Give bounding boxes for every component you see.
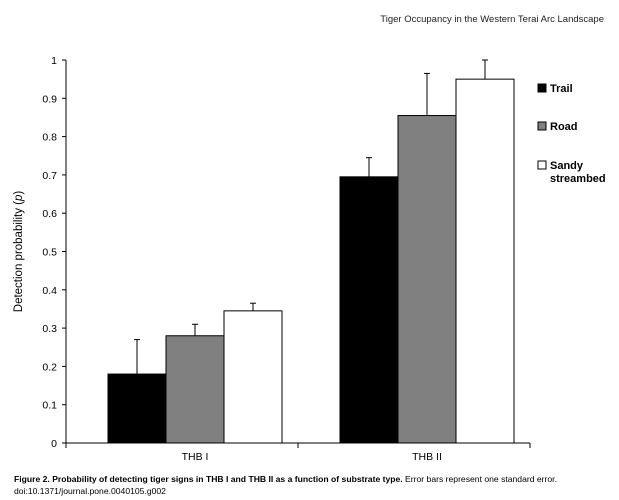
bar-road <box>165 335 225 444</box>
caption-text: Error bars represent one standard error. <box>402 474 557 484</box>
legend-label: Trail <box>550 83 573 95</box>
caption-title: Figure 2. Probability of detecting tiger… <box>14 474 403 484</box>
bar-chart: 0 0.1 0.2 0.3 0.4 0.5 0.6 0.7 0.8 0.9 1 Detection p… <box>13 55 606 463</box>
bar-trail <box>339 176 399 444</box>
bar-trail <box>107 373 167 444</box>
bar-road <box>397 115 457 444</box>
running-head: Tiger Occupancy in the Western Terai Arc… <box>380 14 604 25</box>
bar-sandy-streambed <box>455 78 515 444</box>
legend-swatch <box>537 121 547 131</box>
caption-doi: doi:10.1371/journal.pone.0040105.g002 <box>14 486 166 496</box>
y-axis-title: Detection probability (p) <box>13 191 25 313</box>
legend-label: Road <box>550 121 578 133</box>
x-category-label: THB I <box>182 451 209 463</box>
y-tick-label: 0.3 <box>42 323 57 335</box>
bar-sandy-streambed <box>223 310 283 444</box>
y-tick-label: 0.4 <box>42 285 57 297</box>
y-tick-label: 0.6 <box>42 208 57 220</box>
y-tick-label: 0.7 <box>42 170 57 182</box>
y-tick-label: 0.8 <box>42 132 57 144</box>
legend-swatch <box>537 83 547 93</box>
y-tick-label: 0.2 <box>42 361 57 373</box>
y-tick-label: 0 <box>51 438 57 450</box>
legend-label: streambed <box>550 173 606 185</box>
legend-label: Sandy <box>550 160 584 172</box>
y-tick-label: 0.9 <box>42 93 57 105</box>
figure-caption: Figure 2. Probability of detecting tiger… <box>14 473 614 497</box>
y-tick-label: 0.1 <box>42 400 57 412</box>
legend-swatch <box>537 160 547 170</box>
y-tick-label: 1 <box>51 55 57 67</box>
x-category-label: THB II <box>412 451 442 463</box>
y-tick-label: 0.5 <box>42 247 57 259</box>
